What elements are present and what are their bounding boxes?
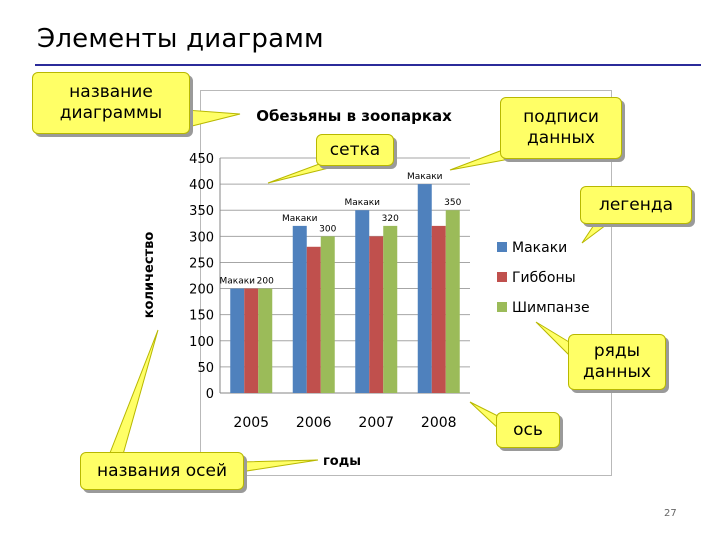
y-tick-label: 350 [189,204,214,219]
y-tick-label: 100 [189,335,214,350]
x-tick-label: 2005 [233,415,269,431]
y-tick-label: 50 [197,361,214,376]
data-label: 350 [444,198,461,208]
callout-legend-text: легенда [598,194,673,215]
legend-swatch [497,272,507,282]
x-tick-label: 2008 [421,415,457,431]
bar [417,184,432,393]
callout-data-labels-text: подписи данных [523,107,599,148]
data-label: 300 [319,224,336,234]
callout-axis-text: ось [513,419,543,440]
bar [369,236,384,393]
pointer-axis-titles-x [239,459,319,473]
y-tick-label: 200 [189,283,214,298]
callout-chart-title: название диаграммы [32,72,190,134]
data-label: Макаки [407,172,443,182]
data-label: Макаки [219,277,255,287]
callout-axis-titles: названия осей [80,452,244,490]
pointer-legend [581,221,612,244]
data-label: Макаки [344,198,380,208]
callout-data-labels: подписи данных [500,97,622,159]
legend-swatch [497,302,507,312]
pointer-axis-titles-y [107,329,159,459]
bar [355,210,370,393]
bar [383,225,398,393]
y-tick-label: 250 [189,256,214,271]
title-rule [35,64,701,66]
x-tick-label: 2007 [358,415,394,431]
callout-axis: ось [496,412,560,448]
chart-title: Обезьяны в зоопарках [256,107,452,125]
legend-swatch [497,242,507,252]
callout-grid: сетка [316,134,394,166]
slide-title: Элементы диаграмм [37,24,324,54]
bar [320,236,335,393]
pointer-chart-title [185,109,241,127]
legend-label: Макаки [512,240,567,256]
bars [230,184,460,393]
x-tick-label: 2006 [296,415,332,431]
data-label: Макаки [282,214,318,224]
y-tick-label: 450 [189,152,214,167]
bar [306,246,321,393]
callout-axis-titles-text: названия осей [96,460,228,481]
bar [230,288,245,393]
bar [292,225,307,393]
axis-ticks: 0 50 100 150 200 250 300 350 400 450 2005 2006 2007 2… [189,152,456,431]
legend-label: Шимпанзе [512,300,590,316]
data-label: 320 [382,214,399,224]
y-tick-label: 400 [189,178,214,193]
legend: Макаки Гиббоны Шимпанзе [497,240,590,316]
bar [445,210,460,393]
page-number: 27 [664,508,677,519]
data-label: 200 [257,277,274,287]
callout-legend: легенда [580,186,692,224]
bar [431,225,446,393]
y-tick-label: 150 [189,309,214,324]
bar [258,288,273,393]
y-axis-title: количество [142,232,157,319]
callout-data-series: ряды данных [568,334,666,390]
callout-data-series-text: ряды данных [583,341,651,382]
callout-grid-text: сетка [329,139,381,160]
y-tick-label: 300 [189,230,214,245]
x-axis-title: годы [323,454,361,469]
callout-chart-title-text: название диаграммы [59,82,163,123]
y-tick-label: 0 [206,387,214,402]
legend-label: Гиббоны [512,270,576,286]
bar [244,288,259,393]
